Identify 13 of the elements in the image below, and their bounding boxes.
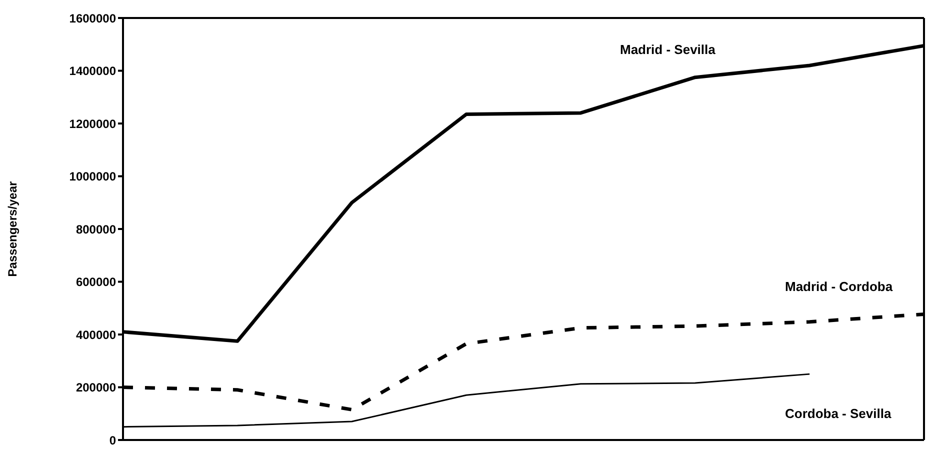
y-tick-label: 600000 xyxy=(76,275,116,290)
y-tick-label: 1200000 xyxy=(69,116,116,131)
y-tick-label: 1000000 xyxy=(69,170,116,184)
y-tick-label: 0 xyxy=(109,433,116,448)
y-tick-label: 1600000 xyxy=(69,11,116,26)
series-label: Madrid - Cordoba xyxy=(785,279,893,294)
series-label: Madrid - Sevilla xyxy=(620,42,716,57)
text: Cordoba - Sevilla xyxy=(785,406,892,421)
y-tick-label: 1400000 xyxy=(69,64,116,78)
y-tick-label: 400000 xyxy=(76,328,116,342)
y-tick-label: 800000 xyxy=(76,222,116,236)
y-axis-title: Passengers/year xyxy=(5,180,20,277)
y-tick-label: 200000 xyxy=(76,380,116,395)
